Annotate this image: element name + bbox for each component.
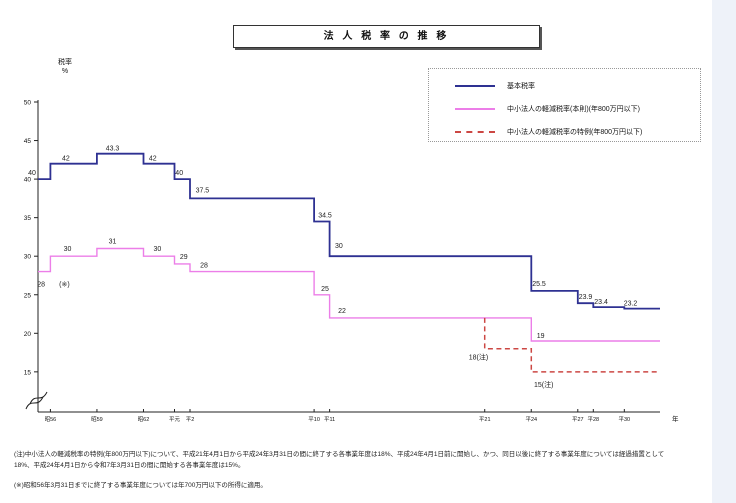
y-tick-label: 20 bbox=[24, 331, 32, 338]
value-label: 42 bbox=[149, 156, 157, 163]
value-label: (※) bbox=[59, 282, 70, 289]
value-label: 18(注) bbox=[469, 353, 488, 362]
value-label: 34.5 bbox=[318, 213, 332, 220]
legend-line-sample bbox=[455, 130, 495, 133]
value-label: 30 bbox=[154, 246, 162, 253]
footnotes: (注)中小法人の軽減税率の特例(年800万円以下)について、平成21年4月1日か… bbox=[14, 450, 712, 492]
y-tick-label: 35 bbox=[24, 215, 32, 222]
legend-item-1: 中小法人の軽減税率(本則)(年800万円以下) bbox=[455, 97, 700, 120]
series-line-0 bbox=[38, 152, 660, 310]
x-tick-label: 平元 bbox=[169, 416, 181, 423]
value-label: 25 bbox=[321, 286, 329, 293]
value-label: 30 bbox=[335, 243, 343, 250]
x-tick-label: 平21 bbox=[479, 416, 491, 423]
x-axis-label: 年 bbox=[672, 414, 679, 423]
y-axis-unit: % bbox=[61, 68, 69, 75]
series-line-1 bbox=[38, 247, 660, 342]
value-label: 42 bbox=[62, 156, 70, 163]
value-label: 23.4 bbox=[594, 299, 608, 306]
legend-label: 基本税率 bbox=[507, 82, 535, 90]
x-tick-label: 平2 bbox=[186, 416, 195, 423]
footnote-line-2: 18%、平成24年4月1日から令和7年3月31日の間に開始する各事業年度は15%… bbox=[14, 461, 245, 469]
x-tick-label: 平11 bbox=[324, 416, 335, 423]
y-tick-label: 15 bbox=[24, 369, 32, 376]
tax-rate-chart: 50 45 40 35 30 25 20 15 昭56 昭59 昭62 平元 平2 平10 平11 平21 平2… bbox=[24, 100, 679, 424]
y-axis-label-text: 税率 bbox=[58, 59, 72, 66]
legend-label: 中小法人の軽減税率(本則)(年800万円以下) bbox=[507, 105, 641, 113]
x-tick-label: 昭56 bbox=[45, 416, 57, 423]
value-label: 29 bbox=[180, 254, 188, 261]
legend-label: 中小法人の軽減税率の特例(年800万円以下) bbox=[507, 128, 643, 136]
legend-items: 基本税率中小法人の軽減税率(本則)(年800万円以下) 中小法人の軽減税率の特例(… bbox=[455, 74, 700, 143]
y-tick-label: 45 bbox=[24, 138, 32, 145]
footnote-line-3: (※)昭和56年3月31日までに終了する事業年度については年700万円以下の所得… bbox=[14, 482, 267, 489]
value-label: 23.2 bbox=[624, 301, 638, 308]
value-label: 15(注) bbox=[534, 380, 553, 389]
value-label: 43.3 bbox=[106, 146, 120, 153]
y-axis-label: 税率 % bbox=[50, 58, 80, 76]
x-tick-label: 平10 bbox=[308, 416, 320, 423]
x-tick-label: 平28 bbox=[587, 416, 599, 423]
legend-item-2: 中小法人の軽減税率の特例(年800万円以下) bbox=[455, 120, 700, 143]
x-tick-label: 平30 bbox=[619, 416, 631, 423]
value-label: 28 bbox=[200, 263, 208, 270]
y-tick-label: 50 bbox=[24, 100, 32, 107]
value-label: 31 bbox=[109, 239, 117, 246]
x-tick-label: 平24 bbox=[525, 416, 537, 423]
series-line-2 bbox=[483, 317, 660, 373]
x-tick-label: 昭62 bbox=[138, 416, 150, 423]
chart-title: 法 人 税 率 の 推 移 bbox=[323, 31, 450, 42]
x-tick-label: 昭59 bbox=[91, 416, 103, 423]
document-page: 法 人 税 率 の 推 移 税率 % 50 45 40 35 30 25 20 15 昭56 昭5… bbox=[0, 0, 712, 503]
value-label: 22 bbox=[338, 308, 346, 315]
chart-title-box: 法 人 税 率 の 推 移 bbox=[233, 25, 540, 48]
value-label: 40 bbox=[28, 170, 36, 177]
y-tick-label: 25 bbox=[24, 292, 32, 299]
footnote-line-1: (注)中小法人の軽減税率の特例(年800万円以下)について、平成21年4月1日か… bbox=[14, 451, 665, 458]
value-label: 23.9 bbox=[579, 294, 593, 301]
y-tick-label: 30 bbox=[24, 254, 32, 261]
legend-line-sample bbox=[455, 107, 495, 110]
legend-item-0: 基本税率 bbox=[455, 74, 700, 97]
y-axis-break-icon bbox=[25, 391, 48, 410]
value-label: 19 bbox=[537, 333, 545, 340]
x-tick-label: 平27 bbox=[572, 416, 584, 423]
value-label: 37.5 bbox=[196, 187, 210, 194]
chart-legend: 基本税率中小法人の軽減税率(本則)(年800万円以下) 中小法人の軽減税率の特例(… bbox=[428, 68, 701, 142]
y-tick-label: 40 bbox=[24, 177, 32, 184]
value-label: 25.5 bbox=[532, 281, 546, 288]
legend-line-sample bbox=[455, 84, 495, 87]
value-label: 40 bbox=[175, 170, 183, 177]
value-label: 30 bbox=[64, 246, 72, 253]
value-label: 28 bbox=[37, 282, 45, 289]
page-margin-strip bbox=[712, 0, 736, 503]
